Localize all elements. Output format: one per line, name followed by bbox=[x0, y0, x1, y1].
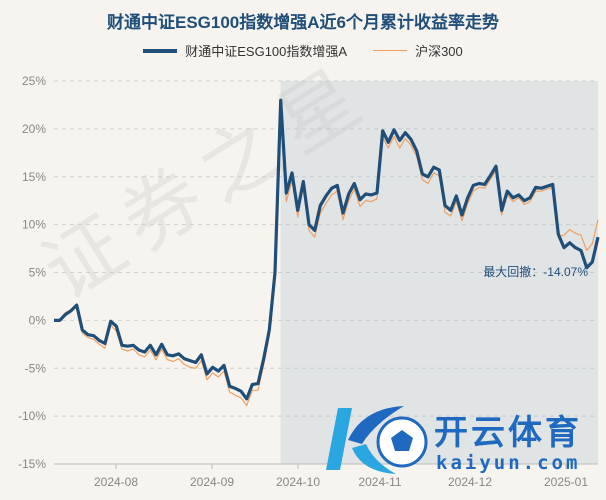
x-axis: 2024-08 2024-09 2024-10 2024-11 2024-12 2025-… bbox=[54, 463, 598, 489]
kaiyun-logo-icon bbox=[326, 406, 428, 474]
y-tick-label: 0% bbox=[29, 313, 47, 327]
legend-swatch-fund bbox=[143, 48, 178, 53]
legend-label-index: 沪深300 bbox=[415, 44, 463, 59]
watermark-brand-cn: 开云体育 bbox=[434, 414, 582, 452]
y-tick-label: 20% bbox=[22, 122, 46, 136]
x-tick-label: 2024-11 bbox=[358, 475, 401, 489]
x-tick-label: 2024-12 bbox=[448, 475, 492, 489]
x-tick-label: 2024-09 bbox=[190, 475, 234, 489]
watermark-brand-en: kaiyun.com bbox=[436, 452, 581, 474]
y-tick-label: -10% bbox=[18, 409, 46, 423]
y-tick-label: 15% bbox=[22, 170, 46, 184]
legend-swatch-index bbox=[373, 50, 408, 51]
series-lines bbox=[53, 98, 600, 407]
y-tick-label: 25% bbox=[22, 74, 46, 88]
legend: 财通中证ESG100指数增强A 沪深300 bbox=[0, 41, 606, 60]
y-tick-label: 5% bbox=[29, 266, 47, 280]
legend-item-fund[interactable]: 财通中证ESG100指数增强A bbox=[143, 41, 347, 60]
legend-label-fund: 财通中证ESG100指数增强A bbox=[185, 44, 348, 59]
drawdown-shade-group bbox=[280, 81, 598, 464]
series-line-fund bbox=[54, 98, 600, 401]
y-tick-label: 10% bbox=[22, 218, 46, 232]
x-tick-label: 2024-08 bbox=[94, 475, 138, 489]
max-drawdown-annotation: 最大回撤：-14.07% bbox=[483, 264, 588, 279]
x-tick-label: 2025-01 bbox=[544, 475, 588, 489]
chart-title: 财通中证ESG100指数增强A近6个月累计收益率走势 bbox=[107, 13, 499, 32]
legend-item-index[interactable]: 沪深300 bbox=[373, 41, 463, 60]
y-axis: 25% 20% 15% 10% 5% 0% -5% -10% -15% bbox=[18, 74, 46, 471]
y-tick-label: -5% bbox=[25, 361, 47, 375]
x-tick-label: 2024-10 bbox=[276, 475, 320, 489]
drawdown-shade bbox=[280, 81, 598, 464]
y-tick-label: -15% bbox=[18, 457, 46, 471]
